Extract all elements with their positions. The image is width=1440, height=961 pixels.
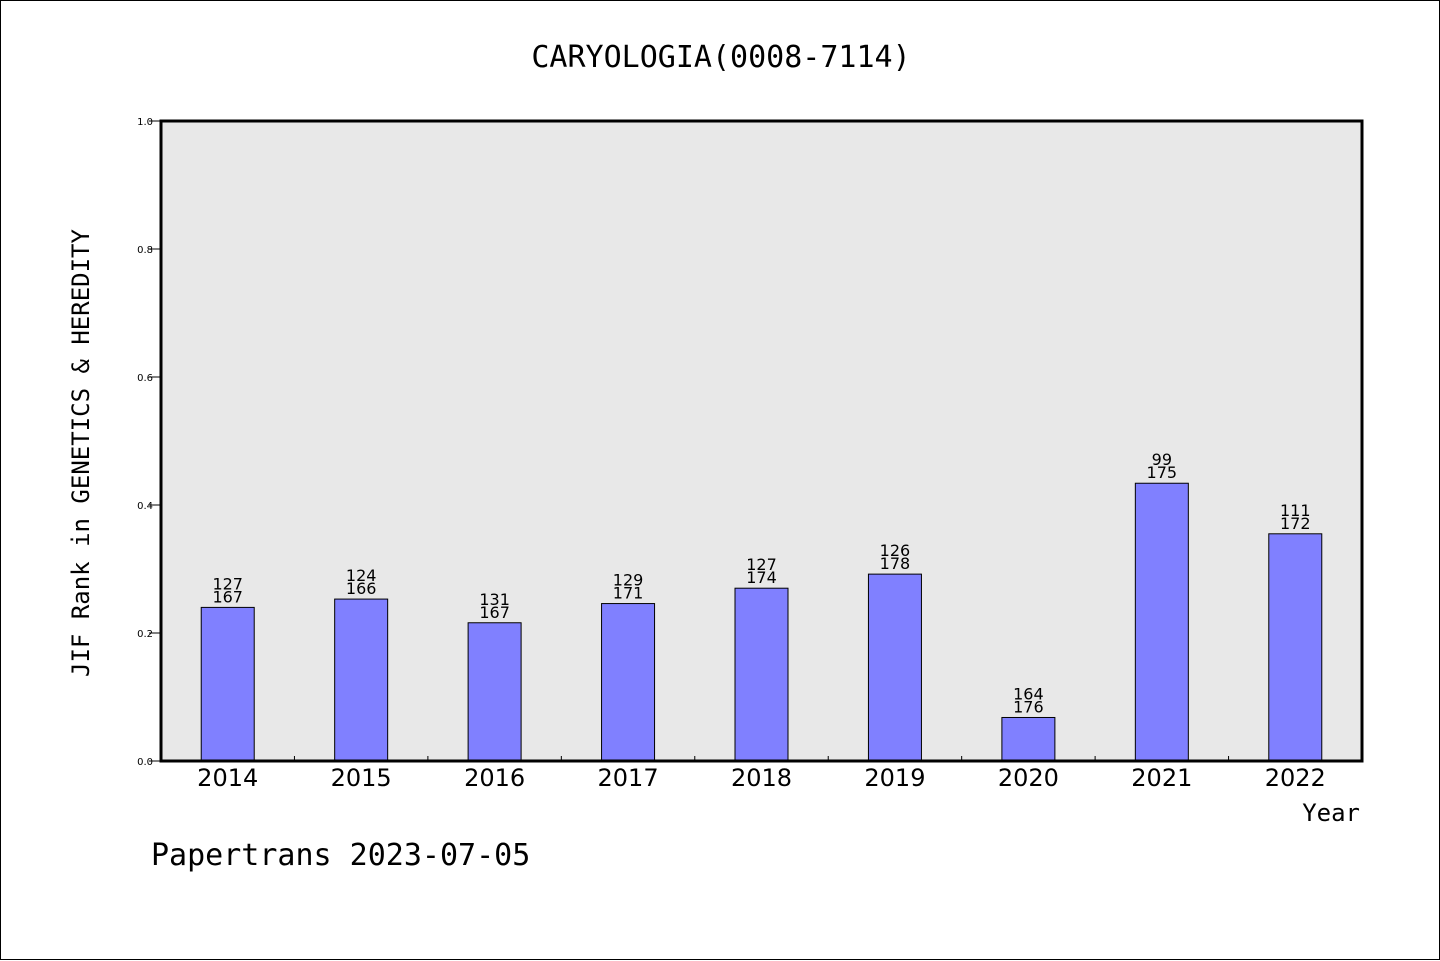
bar-labels-group: 1271671241661311671291711271741261781641… [212, 450, 1310, 716]
bar-total-label: 174 [746, 568, 777, 587]
y-tick-label: 0.8 [137, 245, 153, 256]
x-axis: 2014 2015 2016 2017 2018 2019 2020 2021 2022 [197, 756, 1326, 792]
bar-rank-label: 111 [1280, 501, 1311, 520]
y-axis: 0.0 0.2 0.4 0.6 0.8 1.0 [137, 117, 161, 768]
bar-2016 [467, 622, 522, 762]
bar-2018 [734, 587, 789, 762]
bar-2022 [1268, 533, 1323, 762]
y-tick-label: 1.0 [137, 117, 153, 128]
bar-total-label: 167 [479, 603, 510, 622]
y-tick-label: 0.4 [137, 501, 153, 512]
x-tick-label: 2016 [464, 764, 525, 792]
bar-rank-label: 164 [1013, 684, 1044, 703]
y-axis-label: JIF Rank in GENETICS & HEREDITY [67, 228, 95, 676]
bar-total-label: 171 [613, 584, 644, 603]
chart-title: CARYOLOGIA(0008-7114) [531, 40, 910, 75]
y-tick-label: 0.0 [137, 757, 153, 768]
x-axis-label: Year [1302, 799, 1360, 827]
y-tick-label: 0.6 [137, 373, 153, 384]
bar-rank-label: 131 [479, 590, 510, 609]
bar-2017 [601, 603, 656, 762]
bar-total-label: 172 [1280, 514, 1311, 533]
bar-rank-label: 127 [746, 555, 777, 574]
bar-rank-label: 129 [613, 571, 644, 590]
x-tick-label: 2018 [731, 764, 792, 792]
bar-total-label: 175 [1147, 463, 1178, 482]
x-tick-label: 2017 [598, 764, 659, 792]
bar-total-label: 166 [346, 579, 377, 598]
bars-group [200, 482, 1323, 762]
bar-rank-label: 124 [346, 566, 377, 585]
y-tick-label: 0.2 [137, 629, 153, 640]
bar-rank-label: 127 [212, 574, 243, 593]
bar-total-label: 178 [880, 554, 911, 573]
bar-2014 [200, 606, 255, 762]
x-tick-label: 2014 [197, 764, 258, 792]
x-tick-label: 2022 [1265, 764, 1326, 792]
bar-rank-label: 99 [1152, 450, 1172, 469]
footer-credit: Papertrans 2023-07-05 [151, 838, 530, 873]
bar-rank-label: 126 [880, 541, 911, 560]
bar-2019 [867, 573, 922, 762]
x-tick-label: 2019 [864, 764, 925, 792]
x-tick-label: 2021 [1131, 764, 1192, 792]
x-tick-label: 2020 [998, 764, 1059, 792]
bar-total-label: 167 [212, 587, 243, 606]
bar-2015 [334, 598, 389, 762]
bar-2021 [1134, 482, 1189, 762]
plot-border [159, 119, 1364, 763]
bar-2020 [1001, 716, 1056, 762]
bar-total-label: 176 [1013, 697, 1044, 716]
x-tick-label: 2015 [331, 764, 392, 792]
